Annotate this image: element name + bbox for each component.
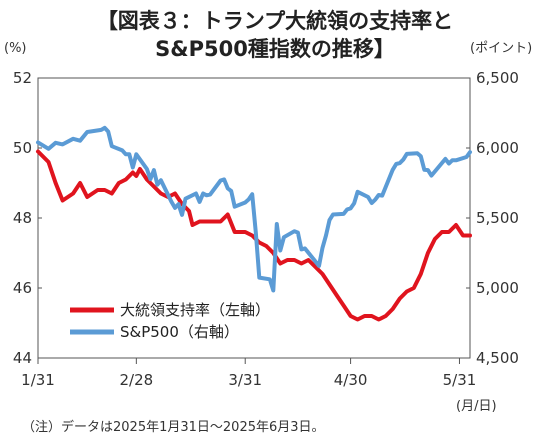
series-lines bbox=[36, 125, 472, 322]
left-axis-unit: (%) bbox=[4, 41, 27, 56]
left-tick-label: 48 bbox=[13, 209, 32, 227]
legend-label-approval: 大統領支持率（左軸） bbox=[120, 301, 270, 319]
left-tick-label: 44 bbox=[13, 349, 32, 367]
legend-label-sp500: S&P500（右軸） bbox=[120, 323, 239, 341]
x-tick-label: 2/28 bbox=[119, 371, 153, 389]
left-tick-label: 52 bbox=[13, 69, 32, 87]
right-tick-label: 5,500 bbox=[476, 209, 519, 227]
x-tick-label: 1/31 bbox=[21, 371, 55, 389]
left-tick-label: 50 bbox=[13, 139, 32, 157]
legend: 大統領支持率（左軸） S&P500（右軸） bbox=[70, 301, 270, 341]
chart-title-line-1: 【図表３：トランプ大統領の支持率と bbox=[97, 9, 453, 33]
right-tick-label: 6,500 bbox=[476, 69, 519, 87]
x-tick-label: 4/30 bbox=[334, 371, 368, 389]
series-line-approval bbox=[36, 149, 472, 322]
right-tick-label: 4,500 bbox=[476, 349, 519, 367]
x-tick-label: 3/31 bbox=[228, 371, 262, 389]
right-tick-label: 6,000 bbox=[476, 139, 519, 157]
series-line-sp500 bbox=[36, 125, 472, 293]
right-axis-unit: (ポイント) bbox=[470, 41, 532, 56]
x-axis-unit: (月/日) bbox=[456, 399, 497, 414]
right-tick-label: 5,000 bbox=[476, 279, 519, 297]
axes: 44 46 48 50 52 4,500 5,000 5,500 6,000 6,500 1/31 2… bbox=[13, 69, 519, 389]
chart-note: （注）データは2025年1月31日～2025年6月3日。 bbox=[22, 419, 325, 435]
left-tick-label: 46 bbox=[13, 279, 32, 297]
chart-title-line-2: S&P500種指数の推移】 bbox=[155, 37, 395, 61]
x-tick-label: 5/31 bbox=[443, 371, 477, 389]
